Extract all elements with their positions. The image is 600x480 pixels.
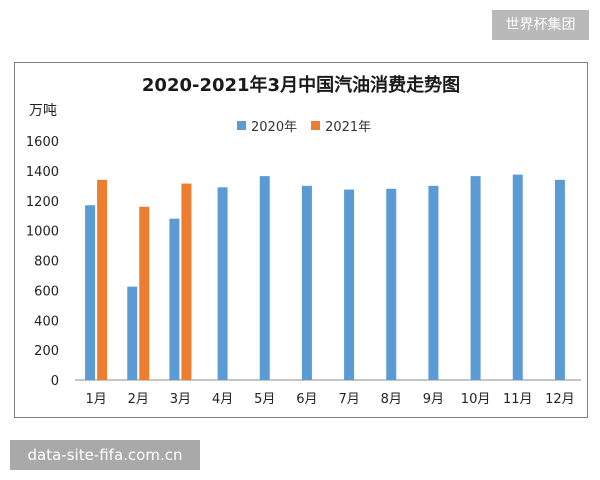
y-tick-label: 1400	[26, 165, 59, 180]
legend-item-2021: 2021年	[311, 116, 371, 135]
bar-2020-3	[169, 218, 180, 380]
x-tick-label: 1月	[85, 392, 106, 407]
bar-plot: 0 200 400 600 800 1000 1200 1400 1600 1月 2月 3月 4月 5月 6…	[26, 135, 581, 407]
y-tick-label: 600	[34, 284, 59, 299]
x-tick-label: 8月	[381, 392, 402, 407]
bar-2020-8	[386, 188, 397, 380]
bar-2020-2	[127, 286, 138, 380]
x-tick-label: 2月	[128, 392, 149, 407]
x-tick-label: 6月	[296, 392, 317, 407]
x-tick-label: 5月	[254, 392, 275, 407]
bar-2020-5	[259, 176, 270, 380]
bar-2020-1	[85, 205, 96, 380]
y-tick-label: 800	[34, 255, 59, 270]
x-tick-label: 4月	[212, 392, 233, 407]
bar-2021-2	[139, 206, 150, 380]
bar-2021-1	[97, 179, 108, 380]
y-tick-label: 1000	[26, 225, 59, 240]
bar-2020-10	[470, 176, 481, 380]
chart-area: 2020-2021年3月中国汽油消费走势图 万吨 2020年 2021年 0 20…	[14, 62, 588, 418]
source-url-label: data-site-fifa.com.cn	[10, 440, 200, 470]
legend-label-2021: 2021年	[325, 120, 372, 135]
chart-title: 2020-2021年3月中国汽油消费走势图	[141, 75, 461, 96]
bar-2020-12	[554, 179, 565, 380]
y-tick-label: 1600	[26, 135, 59, 150]
legend-item-2020: 2020年	[237, 116, 297, 135]
y-tick-label: 0	[51, 374, 59, 389]
bar-2020-9	[428, 185, 439, 380]
legend-label-2020: 2020年	[251, 120, 298, 135]
x-tick-label: 7月	[338, 392, 359, 407]
x-tick-label: 12月	[545, 392, 575, 407]
bar-2020-11	[512, 174, 523, 380]
chart-legend: 2020年 2021年	[237, 116, 385, 135]
x-tick-label: 11月	[503, 392, 533, 407]
y-tick-label: 1200	[26, 195, 59, 210]
bar-2020-6	[301, 185, 312, 380]
x-tick-label: 10月	[461, 392, 491, 407]
y-axis-unit-label: 万吨	[29, 103, 57, 119]
legend-swatch-2021	[311, 121, 321, 130]
x-tick-label: 3月	[170, 392, 191, 407]
bar-2021-3	[181, 183, 192, 380]
bar-2020-7	[344, 189, 355, 380]
bar-2020-4	[217, 187, 228, 380]
x-tick-label: 9月	[423, 392, 444, 407]
brand-tag: 世界杯集团	[492, 10, 589, 40]
y-tick-label: 200	[34, 344, 59, 359]
y-tick-label: 400	[34, 314, 59, 329]
legend-swatch-2020	[237, 121, 246, 130]
